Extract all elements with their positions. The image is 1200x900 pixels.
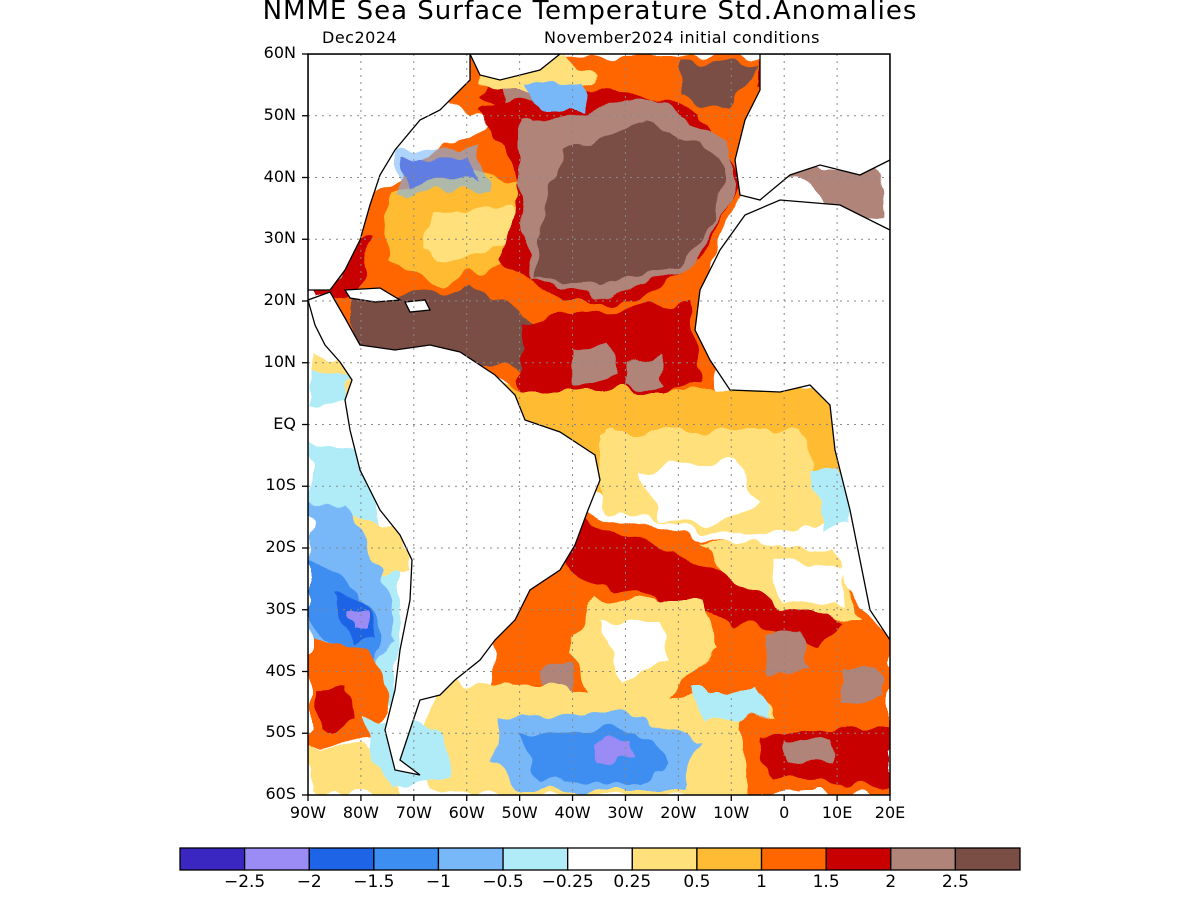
colorbar-swatch <box>825 847 892 871</box>
lon-tick-label: 20W <box>660 803 697 822</box>
colorbar-swatch <box>437 847 504 871</box>
lat-tick-label: 60N <box>263 43 296 62</box>
colorbar-swatch <box>373 847 440 871</box>
north-america-land <box>308 54 471 291</box>
anomaly-region <box>770 560 845 605</box>
lon-tick-label: 40W <box>554 803 591 822</box>
lon-tick-label: 10E <box>821 803 853 822</box>
colorbar-tick-label: −0.25 <box>541 872 594 892</box>
lon-tick-label: 70W <box>395 803 432 822</box>
anomaly-region <box>535 120 720 285</box>
anomaly-region <box>840 665 885 705</box>
lat-tick-label: 40S <box>265 660 296 680</box>
colorbar-tick-label: 0.5 <box>683 872 711 892</box>
anomaly-region <box>640 460 760 525</box>
hispaniola-island <box>403 299 432 313</box>
colorbar-tick-label: −2 <box>296 872 322 892</box>
anomaly-region <box>570 345 620 385</box>
anomaly-region <box>360 720 450 790</box>
lat-tick-label: EQ <box>273 413 296 433</box>
anomaly-field <box>308 54 890 795</box>
colorbar-swatch <box>890 847 957 871</box>
lon-tick-label: 90W <box>289 803 327 822</box>
colorbar-swatch <box>954 847 1021 871</box>
colorbar-swatch <box>179 847 246 871</box>
lat-tick-label: 10S <box>265 475 296 495</box>
colorbar-tick-label: 1.5 <box>812 872 840 892</box>
colorbar-tick-label: −0.5 <box>482 872 524 892</box>
anomaly-region <box>352 612 366 628</box>
grid-lines <box>308 54 890 795</box>
lat-tick-label: 20S <box>265 537 296 556</box>
colorbar-tick-label: −2.5 <box>223 872 266 892</box>
anomaly-region <box>560 520 840 650</box>
lat-tick-label: 30N <box>263 228 296 248</box>
anomaly-region <box>690 690 770 720</box>
colorbar-tick-label: 0.25 <box>613 872 652 892</box>
colorbar-swatch <box>760 847 827 871</box>
lat-tick-label: 50N <box>263 104 296 124</box>
colorbar-tick-label: 2 <box>885 872 897 892</box>
colorbar-swatch <box>567 847 633 871</box>
anomaly-region <box>780 738 835 762</box>
colorbar-tick-label: −1.5 <box>353 872 395 892</box>
axis-ticks <box>302 53 891 801</box>
anomaly-region <box>395 148 485 195</box>
anomaly-region <box>595 740 632 762</box>
colorbar-swatch <box>696 847 763 871</box>
colorbar-swatch <box>502 847 569 871</box>
colorbar-tick-label: 2.5 <box>941 872 969 892</box>
lat-tick-label: 40N <box>263 166 296 186</box>
forecast-month: Dec2024 <box>322 28 398 47</box>
colorbar <box>179 847 1021 871</box>
south-america-land <box>308 291 601 776</box>
africa-land <box>694 199 890 642</box>
lat-tick-label: 20N <box>263 290 296 309</box>
anomaly-region <box>625 355 665 388</box>
anomaly-region <box>315 685 350 730</box>
lat-tick-label: 10N <box>263 351 296 371</box>
lon-tick-label: 30W <box>607 803 644 822</box>
initial-conditions: November2024 initial conditions <box>544 28 820 47</box>
anomaly-region <box>680 60 760 110</box>
colorbar-swatch <box>243 847 310 871</box>
lon-tick-label: 10W <box>713 803 750 822</box>
anomaly-region <box>310 370 350 405</box>
anomaly-region <box>528 82 585 110</box>
colorbar-swatch <box>308 847 375 871</box>
anomaly-region <box>520 730 670 785</box>
lon-tick-label: 0 <box>779 803 790 822</box>
anomaly-region <box>600 620 670 680</box>
landmasses <box>308 54 890 776</box>
lon-tick-label: 50W <box>501 803 538 822</box>
europe-land <box>734 54 890 201</box>
lon-tick-label: 80W <box>342 803 379 822</box>
cuba-island <box>343 287 403 303</box>
anomaly-region <box>760 630 810 675</box>
lat-tick-label: 30S <box>265 598 296 618</box>
colorbar-swatch <box>631 847 698 871</box>
lon-tick-label: 60W <box>448 803 485 822</box>
colorbar-tick-label: 1 <box>756 872 767 892</box>
colorbar-tick-label: −1 <box>425 872 451 892</box>
map-title: NMME Sea Surface Temperature Std.Anomali… <box>262 0 918 26</box>
lat-tick-label: 60S <box>265 784 296 803</box>
anomaly-region <box>812 465 850 530</box>
lat-tick-label: 50S <box>265 722 296 742</box>
lon-tick-label: 20E <box>874 803 906 822</box>
anomaly-region <box>425 205 525 262</box>
